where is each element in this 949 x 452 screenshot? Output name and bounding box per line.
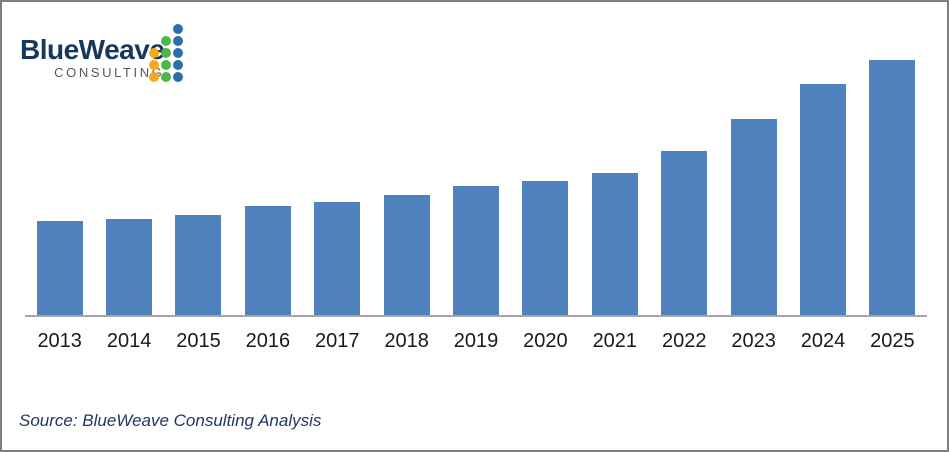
bar-slot <box>719 60 788 315</box>
bar-slot <box>303 60 372 315</box>
orange-column-dot <box>149 48 159 58</box>
x-axis-label: 2015 <box>176 330 221 352</box>
orange-column-dot <box>149 60 159 70</box>
bar-slot <box>580 60 649 315</box>
bar-2018 <box>383 195 430 315</box>
blue-column-dot <box>173 60 183 70</box>
blue-column-dot <box>173 36 183 46</box>
source-text: Source: BlueWeave Consulting Analysis <box>19 411 322 430</box>
x-axis-label: 2019 <box>453 330 499 352</box>
orange-column-dot <box>149 36 159 46</box>
green-column-dot <box>161 24 171 34</box>
bar-2022 <box>661 151 708 315</box>
blue-column-dot <box>173 48 183 58</box>
blue-column-dot <box>173 24 183 34</box>
blue-column-dot <box>173 72 183 82</box>
bar-series <box>25 60 927 315</box>
green-column-dot <box>161 36 171 46</box>
bar-slot <box>164 60 233 315</box>
x-axis-label: 2013 <box>37 330 82 352</box>
x-axis-label: 2021 <box>592 330 638 352</box>
bar-2017 <box>314 202 361 315</box>
green-column-dot <box>161 48 171 58</box>
bar-slot <box>858 60 927 315</box>
x-axis-label: 2018 <box>384 330 429 352</box>
bar-slot <box>650 60 719 315</box>
x-axis-line <box>25 315 927 317</box>
bar-slot <box>511 60 580 315</box>
logo-dots-icon <box>149 24 183 82</box>
bar-slot <box>25 60 94 315</box>
bar-slot <box>233 60 302 315</box>
bar-2013 <box>36 221 83 315</box>
bar-2023 <box>730 119 777 315</box>
blueweave-logo: BlueWeave CONSULTING <box>20 24 192 90</box>
x-axis-label: 2020 <box>523 330 568 352</box>
bar-slot <box>94 60 163 315</box>
bar-slot <box>372 60 441 315</box>
orange-column-dot <box>149 24 159 34</box>
bar-2025 <box>869 60 916 315</box>
bar-2014 <box>106 219 153 315</box>
x-axis-label: 2023 <box>731 330 776 352</box>
logo-text: BlueWeave CONSULTING <box>20 34 165 81</box>
bar-slot <box>788 60 857 315</box>
bar-2015 <box>175 215 222 315</box>
bar-slot <box>441 60 510 315</box>
bar-chart: 2013 2014 2015 2016 2017 2018 2019 2020 2021 2022… <box>25 60 927 353</box>
x-axis-labels: 2013 2014 2015 2016 2017 2018 2019 2020 2021 2022… <box>25 330 927 353</box>
bar-2016 <box>244 206 291 315</box>
green-column-dot <box>161 72 171 82</box>
bar-2021 <box>591 173 638 315</box>
x-axis-label: 2017 <box>315 330 360 352</box>
logo-name: BlueWeave <box>20 34 165 65</box>
x-axis-label: 2014 <box>106 330 152 352</box>
x-axis-label: 2025 <box>870 330 915 352</box>
logo-subtitle: CONSULTING <box>54 65 165 80</box>
bar-2024 <box>799 84 846 315</box>
x-axis-label: 2016 <box>245 330 291 352</box>
x-axis-label: 2024 <box>800 330 846 352</box>
bar-2019 <box>453 186 500 315</box>
orange-column-dot <box>149 72 159 82</box>
green-column-dot <box>161 60 171 70</box>
bar-2020 <box>522 181 569 315</box>
x-axis-label: 2022 <box>661 330 707 352</box>
